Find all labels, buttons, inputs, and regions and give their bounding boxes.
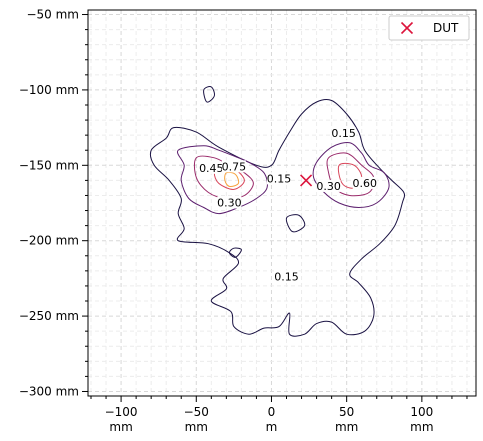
contour-labels: 0.15 0.15 0.15 0.30 0.30 0.45 0.60 0.75: [199, 127, 377, 283]
legend-box: [388, 15, 470, 41]
contour-label-bg: [316, 179, 341, 192]
x-tick-label: 50: [339, 405, 354, 419]
contour-label-bg: [221, 160, 246, 173]
contour-label: 0.45: [199, 162, 224, 175]
contour-line: [149, 98, 406, 337]
contour-label: 0.75: [222, 160, 247, 173]
y-tick-label: −150 mm: [19, 158, 79, 172]
contour-label-bg: [331, 127, 356, 140]
x-tick-unit: mm: [185, 420, 208, 434]
contour-label-bg: [274, 270, 299, 283]
dut-marker: [299, 174, 313, 187]
contour-label: 0.30: [217, 197, 242, 210]
plot-frame: [87, 9, 477, 397]
contour-line: [326, 152, 375, 197]
plot-area: [88, 10, 476, 396]
legend-x-stroke: [400, 21, 414, 35]
contour-label-bg: [199, 161, 224, 174]
legend-x-icon: [400, 21, 414, 35]
contour-line: [224, 171, 240, 187]
contour-label-bg: [266, 172, 291, 185]
grid: [88, 10, 476, 396]
x-tick-unit: mm: [335, 420, 358, 434]
contour-label: 0.15: [267, 172, 292, 185]
legend: DUT: [388, 15, 470, 41]
y-tick-label: −200 mm: [19, 234, 79, 248]
contour-line: [203, 86, 215, 103]
x-tick-label: −50: [184, 405, 209, 419]
contour-line: [285, 214, 306, 233]
contour-label: 0.60: [352, 177, 377, 190]
contour-line: [312, 141, 390, 208]
y-tick-label: −50 mm: [26, 8, 79, 22]
y-tick-label: −100 mm: [19, 83, 79, 97]
contour-line: [177, 145, 268, 215]
x-tick-label: 0: [268, 405, 276, 419]
x-tick-unit: mm: [109, 420, 132, 434]
dut-x-mark: [299, 174, 313, 187]
contour-label: 0.15: [331, 127, 356, 140]
x-tick-unit: mm: [410, 420, 433, 434]
contour-label-bg: [217, 196, 242, 209]
contour-line: [228, 247, 242, 258]
y-tick-label: −250 mm: [19, 309, 79, 323]
x-tick-label: 100: [410, 405, 433, 419]
contour-label: 0.15: [274, 270, 299, 283]
y-tick-label: −300 mm: [19, 384, 79, 398]
contour-label: 0.30: [316, 180, 341, 193]
contour-label-bg: [352, 176, 377, 189]
x-tick-unit: m: [266, 420, 278, 434]
x-tick-label: −100: [105, 405, 138, 419]
legend-label: DUT: [433, 21, 459, 35]
